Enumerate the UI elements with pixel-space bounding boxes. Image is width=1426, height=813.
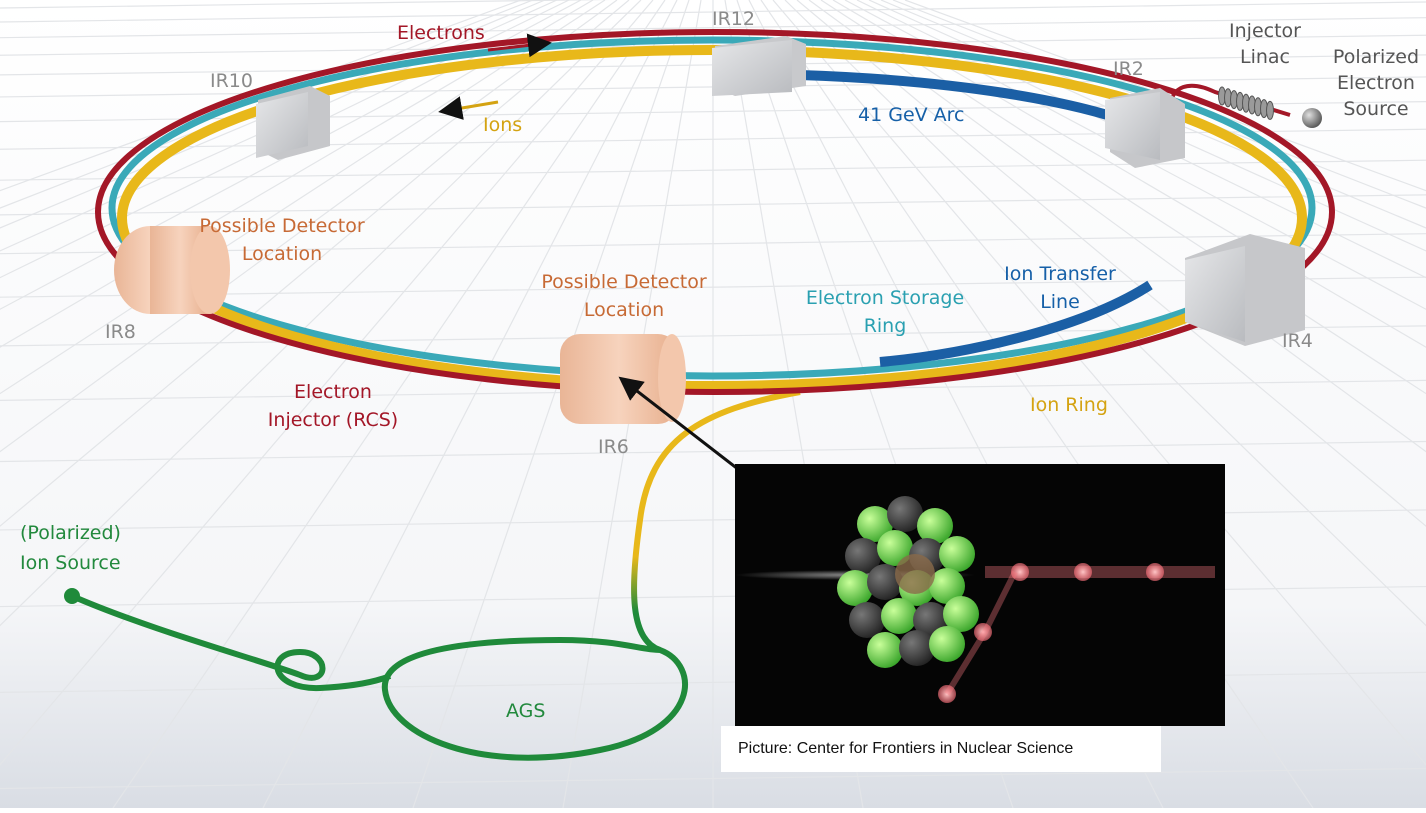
ir2-box [1105,88,1185,168]
ion-source-line [70,593,392,692]
injector-linac-line2: Linac [1240,46,1290,68]
ions-label: Ions [483,114,523,136]
ir12-label: IR12 [712,8,755,30]
electron-ring [95,29,1335,395]
credit-box [721,726,1161,772]
ir8-detector [114,226,230,314]
transfer-line2: Line [1040,291,1080,313]
detector-center-line1: Possible Detector [541,271,707,293]
pes-line1: Polarized [1332,46,1420,68]
injector-line1: Electron [294,381,372,403]
ir8-label: IR8 [105,321,136,343]
detector-location-left-label: Possible Detector Location [192,212,372,268]
transfer-line1: Ion Transfer [1004,263,1116,285]
storage-ring-line1: Electron Storage [805,287,965,309]
detector-left-line1: Possible Detector [199,215,365,237]
ir4-box [1185,234,1305,346]
polarized-electron-source-label: Polarized Electron Source [1330,44,1422,122]
injector-linac-label: Injector Linac [1215,18,1315,70]
ion-source-dot [64,588,80,604]
ions-arrow [438,96,499,120]
arc-label: 41 GeV Arc [858,104,965,126]
detector-location-center-label: Possible Detector Location [534,268,714,324]
ion-ring-label: Ion Ring [1030,394,1108,416]
electrons-arrow [487,33,552,58]
electron-injector-label: Electron Injector (RCS) [258,378,408,434]
electrons-label: Electrons [397,22,485,44]
pes-line3: Source [1343,98,1409,120]
ags-label: AGS [506,700,546,722]
nucleus-illustration [735,464,1225,726]
nucleus-collision-picture [735,464,1225,726]
ion-transfer-line-to-ags [381,389,801,761]
detector-left-line2: Location [241,243,323,265]
detector-center-line2: Location [583,299,665,321]
injector-linac-line1: Injector [1229,20,1301,42]
polarized-electron-source-ball [1302,108,1322,128]
ir2-label: IR2 [1113,58,1144,80]
ion-source-label: (Polarized) Ion Source [20,518,121,578]
ion-source-line2: Ion Source [20,552,121,574]
ir6-label: IR6 [598,436,629,458]
electron-storage-ring [108,36,1316,380]
ir10-box [256,86,330,160]
pes-line2: Electron [1337,72,1415,94]
storage-ring-line2: Ring [863,315,907,337]
injector-linac-coil [1218,86,1274,120]
ion-transfer-line-label: Ion Transfer Line [990,260,1130,316]
ir12-box [712,36,806,96]
injector-line2: Injector (RCS) [267,409,399,431]
ir10-label: IR10 [210,70,253,92]
ir6-detector [560,334,686,424]
electron-storage-ring-label: Electron Storage Ring [790,284,980,340]
ir4-label: IR4 [1282,330,1313,352]
picture-credit: Picture: Center for Frontiers in Nuclear… [738,740,1074,757]
ion-source-line1: (Polarized) [20,522,121,544]
